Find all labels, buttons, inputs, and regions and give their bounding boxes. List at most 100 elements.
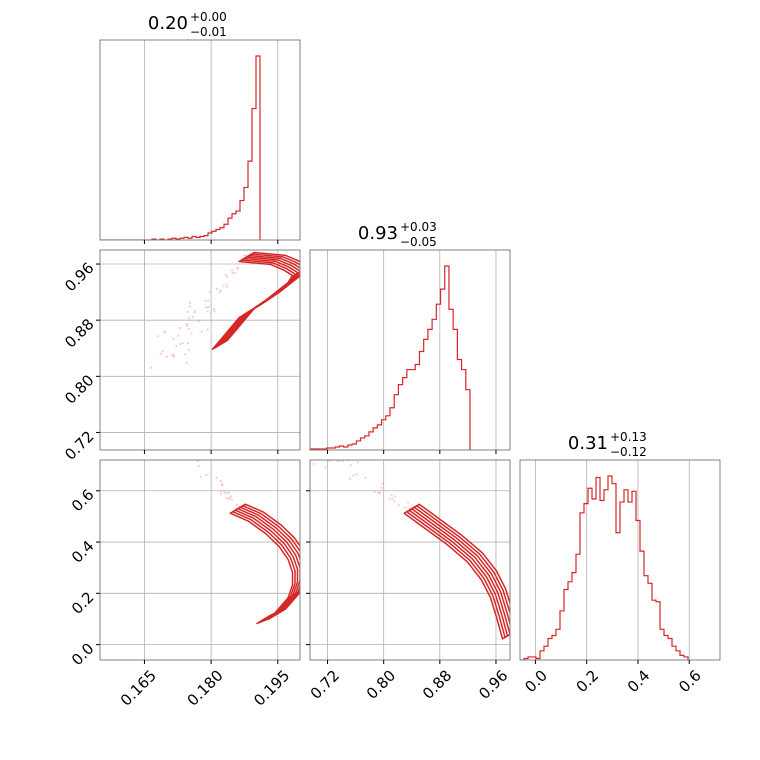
scatter-point [177, 334, 180, 337]
scatter-point [317, 431, 319, 433]
scatter-point [175, 345, 178, 348]
scatter-point [149, 366, 153, 369]
panel-title-0: 0.20 +0.00−0.01 [148, 10, 227, 39]
scatter-point [186, 440, 188, 442]
scatter-point [148, 407, 150, 409]
y-tick-label: 0.0 [68, 639, 98, 669]
scatter-point [185, 322, 189, 326]
scatter-point [373, 490, 376, 493]
scatter-point [219, 492, 223, 495]
scatter-point [174, 428, 176, 430]
title-plus: +0.03 [400, 220, 437, 234]
scatter-point [225, 283, 228, 286]
scatter-point [307, 421, 309, 423]
scatter-point [147, 434, 149, 436]
scatter-point [193, 433, 195, 435]
x-tick-label: 0.72 [307, 666, 343, 702]
scatter-point [279, 455, 281, 457]
scatter-point [200, 330, 204, 333]
scatter-point [188, 305, 192, 308]
scatter-point [328, 435, 330, 437]
scatter-point [190, 332, 193, 335]
scatter-point [307, 453, 309, 455]
scatter-point [236, 266, 239, 269]
scatter-point [172, 337, 175, 340]
scatter-point [381, 482, 384, 485]
scatter-point [382, 488, 385, 492]
scatter-point [153, 424, 155, 426]
scatter-point [289, 421, 291, 423]
panel-title-2: 0.31 +0.13−0.12 [568, 430, 647, 459]
scatter-point [197, 434, 199, 436]
scatter-point [224, 492, 227, 495]
scatter-point [205, 306, 208, 309]
x-tick-label: 0.88 [419, 666, 455, 702]
scatter-point [231, 268, 234, 272]
scatter-point [393, 499, 396, 503]
scatter-point [315, 451, 317, 453]
scatter-point [179, 326, 182, 330]
scatter-point [406, 501, 410, 504]
scatter-point [284, 435, 286, 437]
scatter-point [223, 490, 226, 494]
scatter-point [209, 311, 212, 315]
scatter-point [356, 461, 359, 464]
scatter-point [213, 310, 216, 313]
scatter-point [177, 422, 179, 424]
scatter-point [176, 442, 178, 444]
panel-frame-1-1 [309, 249, 511, 451]
scatter-point [378, 491, 381, 495]
scatter-point [404, 506, 407, 509]
scatter-point [397, 503, 401, 506]
scatter-point [290, 433, 292, 435]
scatter-point [224, 273, 227, 276]
x-tick-label: 0.4 [624, 666, 654, 696]
scatter-point [388, 497, 391, 500]
scatter-point [193, 427, 195, 429]
scatter-point [219, 480, 222, 483]
scatter-point [161, 428, 163, 430]
contour-level [211, 251, 300, 350]
scatter-point [171, 447, 173, 449]
scatter-point [226, 285, 229, 289]
scatter-point [177, 424, 179, 426]
histogram-0 [100, 55, 261, 240]
scatter-point [311, 450, 313, 452]
scatter-point [204, 299, 207, 302]
scatter-point [186, 310, 189, 314]
scatter-point [193, 439, 195, 441]
title-plus: +0.00 [190, 10, 227, 24]
scatter-point [208, 290, 212, 294]
y-tick-label: 0.88 [61, 315, 97, 351]
scatter-point [302, 429, 304, 431]
title-value: 0.20 [148, 13, 188, 34]
scatter-point [302, 424, 304, 426]
scatter-point [178, 342, 182, 346]
scatter-point [157, 443, 159, 445]
scatter-point [197, 464, 200, 468]
scatter-point [185, 361, 188, 364]
contour-level [403, 503, 510, 640]
scatter-point [191, 315, 195, 318]
scatter-point [164, 330, 167, 333]
scatter-point [243, 254, 246, 257]
scatter-point [171, 353, 175, 356]
scatter-point [187, 342, 190, 345]
contour-level [408, 506, 510, 637]
scatter-point [355, 473, 358, 476]
scatter-point [349, 463, 352, 467]
scatter-point [216, 287, 219, 291]
scatter-point [376, 491, 380, 494]
scatter-point [336, 457, 338, 459]
scatter-point [172, 355, 176, 358]
scatter-point [311, 455, 313, 457]
scatter-point [171, 419, 173, 421]
scatter-point [314, 436, 316, 438]
scatter-point [293, 440, 295, 442]
scatter-point [266, 415, 268, 417]
scatter-point [219, 490, 222, 493]
scatter-point [212, 307, 215, 311]
scatter-point [204, 457, 206, 459]
y-tick-label: 0.2 [68, 588, 98, 618]
